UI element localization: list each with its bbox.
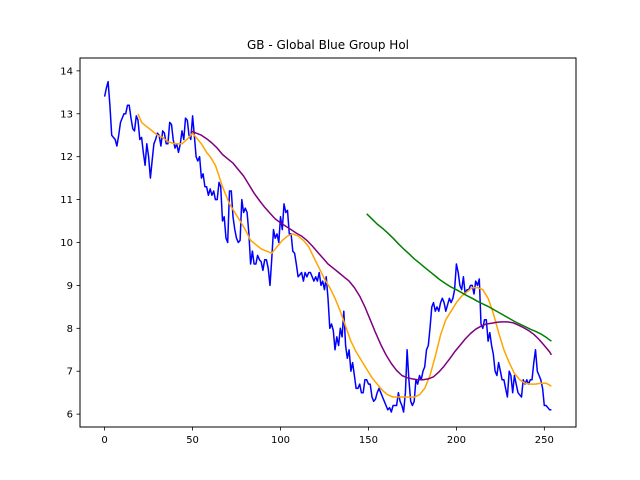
y-tick-label: 10 [60, 238, 73, 249]
x-axis: 0 50 100 150 200 250 [101, 427, 554, 446]
x-tick-label: 50 [186, 435, 199, 446]
x-tick-label: 100 [271, 435, 290, 446]
y-tick-label: 14 [60, 66, 73, 77]
series-line-2 [137, 113, 552, 398]
series-line-4 [366, 213, 552, 342]
x-tick-label: 200 [447, 435, 466, 446]
y-tick-label: 13 [60, 109, 73, 120]
x-tick-label: 250 [535, 435, 554, 446]
x-tick-label: 150 [359, 435, 378, 446]
y-tick-label: 11 [60, 195, 73, 206]
y-tick-label: 9 [67, 281, 73, 292]
plot-frame [79, 57, 577, 428]
y-tick-label: 8 [67, 324, 73, 335]
y-tick-label: 6 [67, 410, 73, 421]
series-lines [103, 80, 553, 413]
y-tick-label: 12 [60, 152, 73, 163]
y-tick-label: 7 [67, 367, 73, 378]
y-axis: 6 7 8 9 10 11 12 13 14 [60, 66, 80, 421]
chart-title: GB - Global Blue Group Hol [247, 38, 409, 52]
x-tick-label: 0 [101, 435, 107, 446]
series-line-1 [103, 80, 552, 413]
series-line-3 [190, 130, 553, 381]
